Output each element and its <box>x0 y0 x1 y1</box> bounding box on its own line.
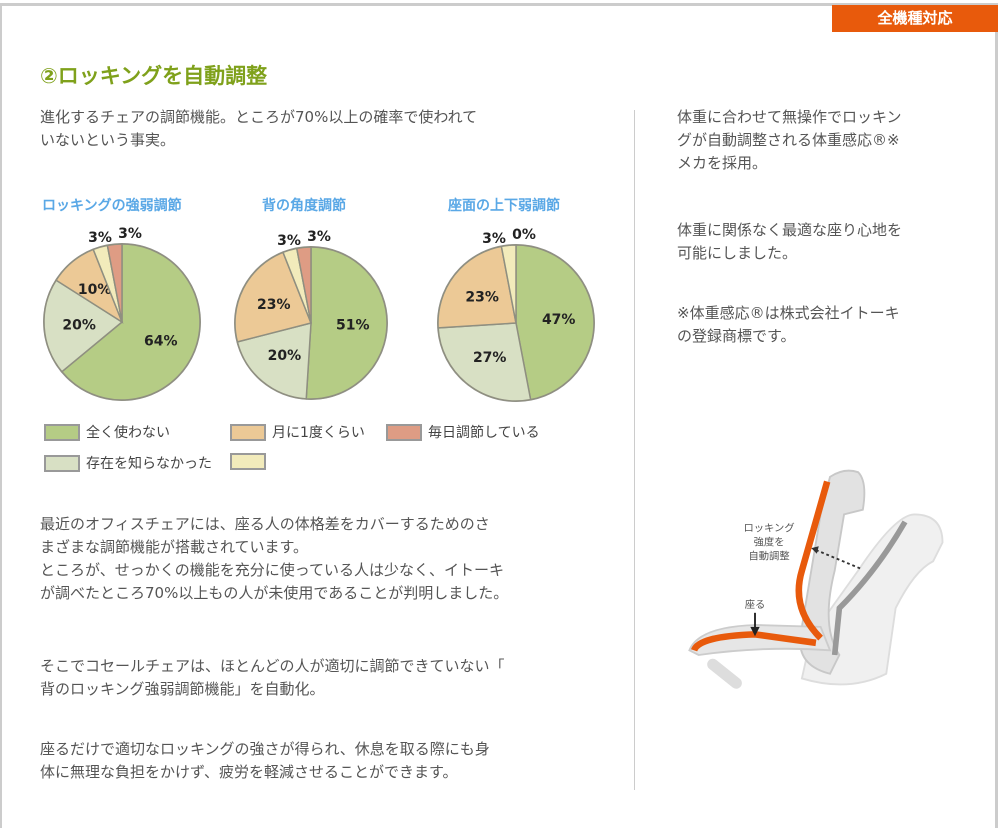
pie-data-label: 47% <box>542 312 576 328</box>
body-paragraph-2: そこでコセールチェアは、ほとんどの人が適切に調節できていない「 背のロッキング強… <box>40 657 505 698</box>
pie-slice <box>234 251 313 343</box>
legend-swatch <box>230 423 266 441</box>
pie-data-label: 3% <box>277 233 301 249</box>
chart-title-3: 座面の上下弱調節 <box>448 198 560 214</box>
legend-swatch <box>44 423 80 441</box>
legend-swatch <box>44 454 80 472</box>
pie-data-label: 10% <box>78 282 112 298</box>
pie-slice <box>305 246 388 400</box>
chart-title-2: 背の角度調節 <box>262 198 346 214</box>
pie-slice <box>515 244 595 401</box>
rocking-label-1: ロッキング <box>743 521 794 534</box>
intro-text: 進化するチェアの調節機能。ところが70%以上の確率で使われて いないという事実。 <box>40 108 478 149</box>
legend-item-4: 毎日調節している <box>386 422 540 442</box>
legend-label: 全く使わない <box>86 425 170 441</box>
pie-slice <box>500 244 517 324</box>
legend-label: 存在を知らなかった <box>86 456 212 472</box>
column-divider <box>634 110 635 790</box>
pie-data-label: 27% <box>473 350 507 366</box>
pie-data-label: 20% <box>62 318 96 334</box>
pie-slice <box>295 246 312 324</box>
body-paragraph-3: 座るだけで適切なロッキングの強さが得られ、休息を取る際にも身 体に無理な負担をか… <box>40 740 490 781</box>
side-paragraph-2: 体重に関係なく最適な座り心地を 可能にしました。 <box>677 221 903 262</box>
all-models-badge: 全機種対応 <box>832 5 998 32</box>
pie-data-label: 23% <box>465 290 499 306</box>
pie-data-label: 23% <box>257 297 291 313</box>
pie-slice <box>60 243 201 401</box>
pie-data-label: 3% <box>482 231 506 247</box>
pie-slice <box>43 279 124 373</box>
pie-data-label: 3% <box>118 226 142 242</box>
legend-label: 月に1度くらい <box>272 425 365 441</box>
legend-swatch <box>230 453 266 470</box>
chair-illustration: ロッキング 強度を 自動調整 座る <box>688 469 944 689</box>
pie-slice <box>106 243 123 323</box>
section-title: ②ロッキングを自動調整 <box>40 64 268 88</box>
pie-data-label: 3% <box>307 229 331 245</box>
pie-data-label: 3% <box>88 230 112 246</box>
legend-item-2: 月に1度くらい <box>230 422 365 442</box>
legend-item-0: 全く使わない <box>44 422 170 442</box>
rocking-label-2: 強度を <box>754 535 785 548</box>
side-paragraph-1: 体重に合わせて無操作でロッキン グが自動調整される体重感応®※ メカを採用。 <box>677 108 902 172</box>
side-paragraph-3: ※体重感応®は株式会社イトーキ の登録商標です。 <box>677 304 900 345</box>
legend-item-1: 存在を知らなかった <box>44 453 212 473</box>
pie-slice <box>437 245 517 329</box>
legend-swatch <box>386 423 422 441</box>
pie-slice <box>236 322 312 400</box>
pie-data-label: 0% <box>512 227 536 243</box>
pie-charts: 64% 20% 10% 3% 3% 51% 20% 23% 3% 3% 47% 27% 23% 3% 0% <box>43 226 595 402</box>
pie-data-label: 51% <box>336 317 370 333</box>
rocking-label-3: 自動調整 <box>748 549 789 562</box>
legend-label: 毎日調節している <box>428 425 540 441</box>
body-paragraph-1: 最近のオフィスチェアには、座る人の体格差をカバーするためのさ まざまな調節機能が… <box>40 515 509 602</box>
content-frame <box>0 3 998 828</box>
pie-data-label: 20% <box>268 348 302 364</box>
legend-item-3 <box>230 453 272 470</box>
chart-title-1: ロッキングの強弱調節 <box>42 198 182 214</box>
pie-slice <box>437 322 532 402</box>
sit-label: 座る <box>745 598 766 611</box>
pie-data-label: 64% <box>144 333 178 349</box>
